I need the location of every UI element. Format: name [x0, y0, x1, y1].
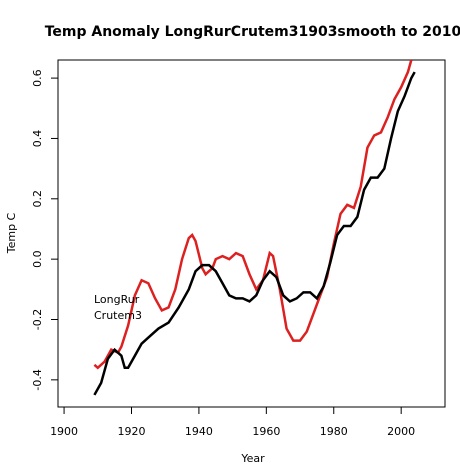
y-axis-label: Temp C: [5, 212, 18, 254]
y-tick-label: 0.0: [31, 250, 44, 268]
series-line: [93, 71, 416, 396]
y-tick-label: 0.4: [31, 130, 44, 148]
x-tick-label: 1940: [185, 425, 213, 438]
x-axis-label: Year: [240, 452, 265, 465]
x-tick-label: 1900: [50, 425, 78, 438]
x-tick-label: 2000: [387, 425, 415, 438]
legend-label: LongRur: [94, 293, 140, 306]
plot-box: [57, 59, 446, 408]
x-tick-label: 1920: [117, 425, 145, 438]
x-tick-label: 1980: [320, 425, 348, 438]
y-tick-label: 0.6: [31, 69, 44, 87]
y-tick-label: -0.4: [31, 369, 44, 390]
series-line: [93, 60, 413, 370]
x-tick-label: 1960: [252, 425, 280, 438]
legend-label: Crutem3: [94, 309, 142, 322]
y-tick-label: 0.2: [31, 190, 44, 208]
chart-title: Temp Anomaly LongRurCrutem31903smooth to…: [45, 24, 460, 40]
y-tick-label: -0.2: [31, 309, 44, 330]
plot-area: [93, 60, 416, 396]
